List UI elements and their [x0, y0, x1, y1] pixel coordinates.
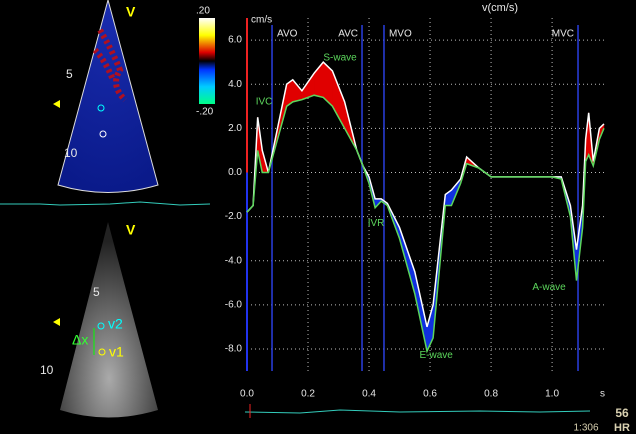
- y-axis-label: cm/s: [251, 15, 272, 26]
- y-tick-label: -6.0: [225, 299, 243, 310]
- marker: [97, 104, 105, 112]
- series-line: [246, 61, 605, 328]
- bmode-panel: V 5 10 Δx v2 v1: [40, 222, 591, 418]
- y-tick-label: -8.0: [225, 344, 243, 355]
- doppler-flow: [92, 28, 128, 103]
- marker: [97, 322, 105, 330]
- event-label: AVO: [277, 29, 298, 40]
- marker: [98, 348, 106, 356]
- event-label: MVC: [552, 29, 574, 40]
- x-tick-label: 0.4: [362, 389, 376, 400]
- event-label: AVC: [338, 29, 358, 40]
- x-tick-label: 0.2: [301, 389, 315, 400]
- velocity-chart: v(cm/s) cm/s s 6.0 4.0 2.0 0.0 -2.0 -4.0 -6.0 -…: [225, 2, 607, 400]
- hr-value: 56: [615, 406, 629, 420]
- depth-label: 5: [93, 285, 100, 299]
- wave-label: IVR: [368, 218, 385, 229]
- wave-label: IVC: [256, 96, 273, 107]
- color-bar: [199, 18, 215, 104]
- flow-fill: [332, 70, 345, 129]
- y-tick-label: 4.0: [228, 79, 242, 90]
- doppler-cone: [57, 0, 159, 193]
- color-scale-bottom: -.20: [196, 107, 214, 118]
- frame-label: 1:306: [573, 423, 598, 434]
- x-tick-label: 1.0: [545, 389, 559, 400]
- x-tick-label: 0.0: [240, 389, 254, 400]
- v2-label: v2: [108, 316, 123, 332]
- depth-label: 10: [64, 146, 78, 160]
- wave-label: E-wave: [419, 350, 453, 361]
- x-tick-label: 0.6: [423, 389, 437, 400]
- dx-label: Δx: [72, 332, 88, 348]
- ecg-trace: [0, 201, 211, 206]
- series-line: [246, 94, 605, 354]
- y-tick-label: -2.0: [225, 211, 243, 222]
- view-label: V: [126, 4, 136, 20]
- color-scale-top: .20: [196, 6, 210, 17]
- focus-marker: [53, 318, 60, 326]
- marker: [99, 130, 107, 138]
- hr-label: HR: [614, 422, 630, 434]
- chart-title: v(cm/s): [482, 2, 518, 14]
- v1-label: v1: [109, 344, 124, 360]
- y-tick-label: -4.0: [225, 255, 243, 266]
- bmode-cone: [60, 222, 158, 418]
- event-label: MVO: [389, 29, 412, 40]
- flow-fill: [292, 79, 303, 103]
- x-axis-label: s: [600, 389, 605, 400]
- x-tick-label: 0.8: [484, 389, 498, 400]
- focus-marker: [53, 100, 60, 108]
- y-tick-label: 2.0: [228, 123, 242, 134]
- ecg-trace: [244, 409, 591, 414]
- depth-label: 5: [66, 67, 73, 81]
- y-tick-label: 0.0: [228, 167, 242, 178]
- depth-label: 10: [40, 363, 54, 377]
- wave-label: S-wave: [323, 52, 357, 63]
- view-label: V: [126, 222, 136, 238]
- wave-label: A-wave: [532, 282, 566, 293]
- y-tick-label: 6.0: [228, 35, 242, 46]
- doppler-panel: .20 -.20 V 5 10: [0, 0, 215, 206]
